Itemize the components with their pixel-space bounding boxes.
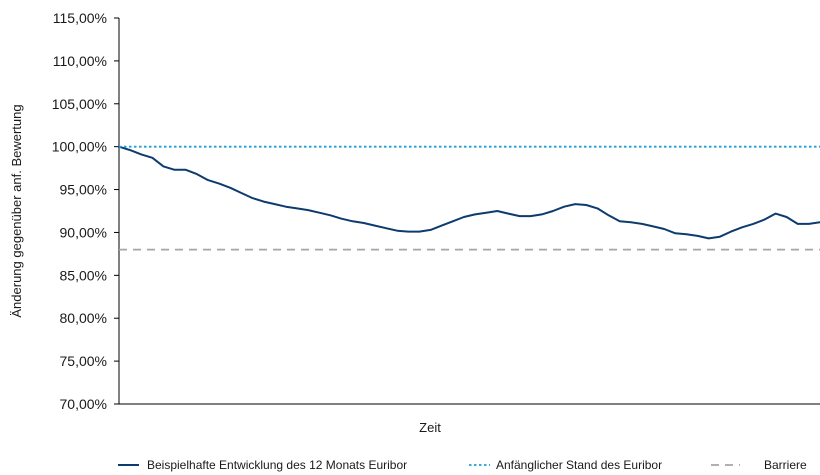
y-tick-label: 100,00%	[52, 139, 107, 155]
y-tick-label: 80,00%	[60, 310, 107, 326]
series-line-1	[118, 145, 820, 240]
y-tick-label: 105,00%	[52, 96, 107, 112]
y-axis-ticks: 115,00% 110,00% 105,00% 100,00% 95,00% 90,00%…	[52, 10, 119, 412]
series-lines	[118, 145, 820, 251]
y-axis-title: Änderung gegenüber anf. Bewertung	[9, 104, 24, 317]
legend-label-3: Barriere	[764, 458, 807, 472]
y-tick-label: 110,00%	[53, 53, 107, 69]
y-tick-label: 90,00%	[60, 224, 107, 240]
legend-label-1: Beispielhafte Entwicklung des 12 Monats …	[147, 458, 407, 472]
y-tick-label: 70,00%	[60, 396, 107, 412]
legend: Beispielhafte Entwicklung des 12 Monats …	[118, 458, 807, 472]
legend-label-2: Anfänglicher Stand des Euribor	[496, 458, 662, 472]
x-axis-title: Zeit	[419, 420, 441, 435]
y-tick-label: 115,00%	[53, 10, 107, 26]
y-tick-label: 75,00%	[60, 353, 107, 369]
y-tick-label: 95,00%	[60, 182, 107, 198]
y-tick-label: 85,00%	[60, 267, 107, 283]
